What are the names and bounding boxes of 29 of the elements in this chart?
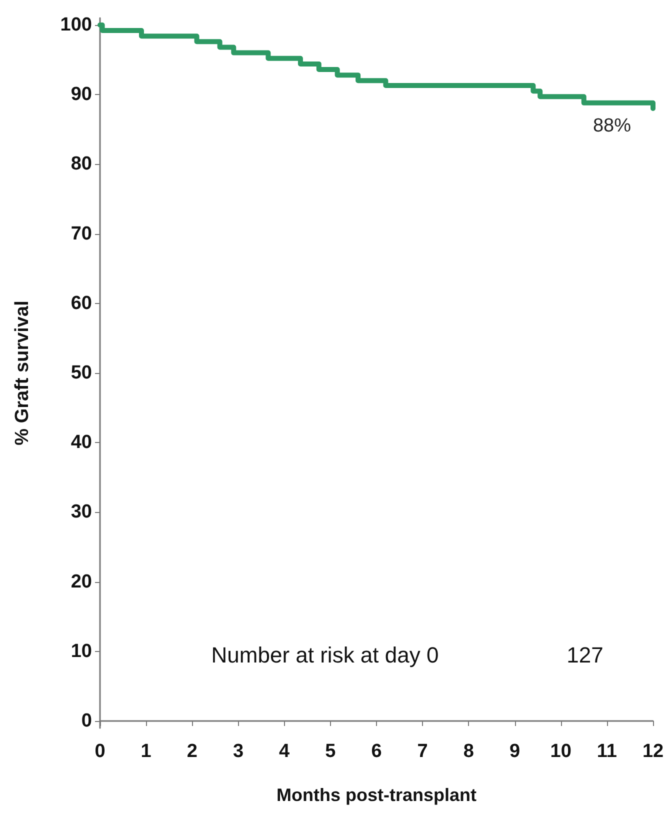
y-tick-label: 10 [70,640,92,662]
x-tick-label: 0 [94,741,106,762]
x-tick-label: 3 [232,741,244,762]
x-tick-label: 6 [371,741,382,762]
y-tick-label: 70 [70,223,92,244]
y-axis-title: % Graft survival [12,300,33,446]
y-tick-label: 100 [60,14,92,36]
y-tick-label: 60 [70,292,92,314]
annotation: 88% [592,115,632,136]
x-axis-title: Months post-transplant [276,785,476,805]
annotation: 127 [566,642,604,668]
y-tick-label: 90 [70,84,92,106]
y-tick-label: 40 [70,432,92,454]
y-tick-label: 20 [70,571,92,592]
x-tick-label: 5 [325,741,336,762]
x-tick-label: 9 [509,741,520,762]
y-tick-label: 30 [70,502,92,523]
x-tick-label: 2 [186,741,198,762]
x-tick-label: 1 [140,741,152,762]
annotation: Number at risk at day 0 [211,642,439,668]
x-tick-label: 10 [550,741,572,762]
y-tick-label: 80 [70,154,92,175]
y-tick-label: 0 [81,710,92,732]
y-tick-label: 50 [70,362,92,384]
x-tick-label: 12 [642,741,664,762]
x-tick-label: 7 [417,741,428,762]
x-tick-label: 8 [463,741,474,762]
x-tick-label: 11 [596,741,618,762]
x-tick-label: 4 [279,741,290,762]
